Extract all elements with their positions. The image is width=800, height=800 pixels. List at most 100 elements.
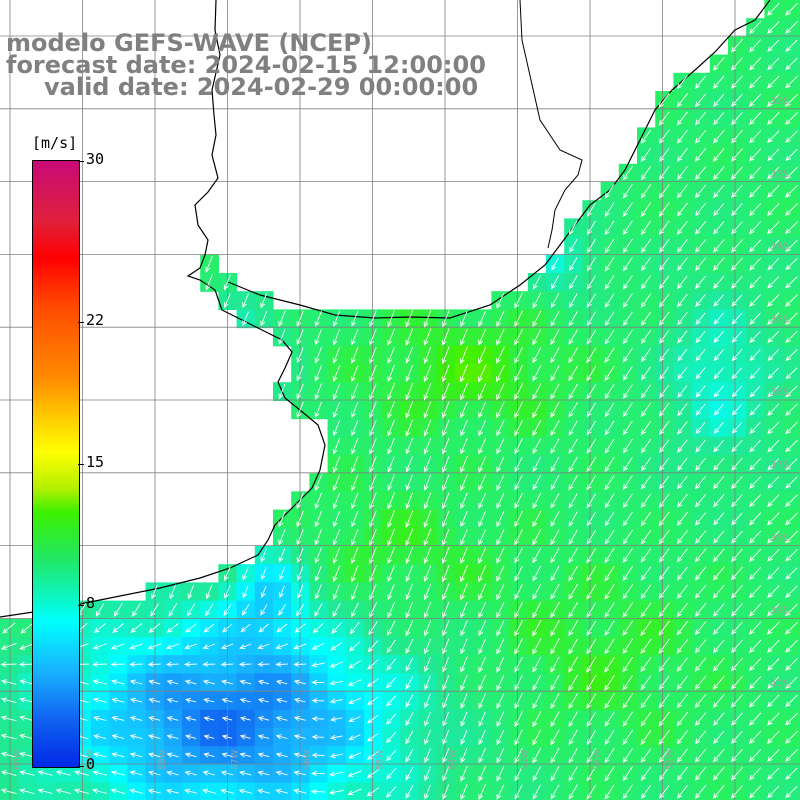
wind-arrow [329,753,343,759]
wind-arrow [148,623,161,634]
wind-arrow [586,365,597,382]
wind-arrow [676,129,688,144]
wind-arrow [278,510,286,528]
wind-arrow [694,566,707,581]
wind-speed-cell [254,782,274,800]
wind-arrow [749,785,762,799]
wind-arrow [275,661,288,667]
wind-arrow [676,239,688,253]
wind-arrow [604,693,615,709]
wind-arrow [220,661,234,667]
wind-arrow [314,347,322,364]
wind-arrow [496,766,505,782]
wind-arrow [405,712,414,727]
wind-arrow [640,202,652,218]
wind-arrow [640,602,652,618]
wind-arrow [165,643,180,650]
wind-arrow [586,474,597,491]
wind-arrow [568,711,578,728]
wind-arrow [514,510,523,528]
wind-arrow [314,565,322,582]
wind-arrow [568,529,578,545]
wind-arrow [129,788,143,794]
wind-arrow [110,661,125,667]
wind-arrow [713,367,724,380]
wind-arrow [749,57,762,71]
wind-arrow [532,401,542,419]
wind-arrow [293,679,306,685]
wind-arrow [168,603,178,617]
wind-arrow [785,367,798,380]
wind-arrow [694,693,707,709]
wind-arrow [423,492,432,510]
wind-arrow [405,565,414,583]
wind-arrow [441,401,450,419]
wind-arrow [293,788,307,794]
wind-arrow [387,310,395,328]
wind-arrow [532,492,542,509]
wind-arrow [311,752,325,758]
wind-arrow [713,275,725,289]
wind-arrow [785,694,798,708]
wind-arrow [184,679,197,685]
wind-arrow [748,712,762,726]
wind-arrow [296,310,304,328]
wind-arrow [386,639,396,654]
wind-arrow [604,547,615,564]
wind-arrow [496,438,505,455]
wind-arrow [367,714,379,724]
wind-arrow [713,494,725,508]
wind-arrow [767,367,779,380]
wind-arrow [532,601,542,619]
wind-arrow [332,528,341,546]
wind-arrow [278,604,286,616]
wind-arrow [550,565,560,582]
wind-arrow [749,639,762,653]
wind-arrow [423,474,432,491]
wind-arrow [713,184,725,199]
wind-arrow [586,583,597,600]
wind-arrow [0,751,17,758]
wind-arrow [478,638,487,655]
wind-arrow [586,275,596,290]
wind-arrow [622,511,633,527]
longitude-label: 53W [521,750,531,770]
wind-arrow [423,565,432,583]
wind-arrow [387,602,396,619]
wind-speed-cell [127,782,147,800]
wind-arrow [731,112,743,126]
wind-arrow [604,475,615,491]
wind-arrow [92,697,107,703]
wind-arrow [785,421,798,435]
wind-arrow [202,770,216,776]
wind-arrow [387,456,395,473]
latitude-label: 35S [770,314,789,325]
wind-arrow [405,528,414,547]
wind-arrow [460,711,468,727]
wind-arrow [767,39,780,52]
wind-arrow [184,697,197,703]
wind-arrow [387,528,395,547]
wind-arrow [496,620,505,637]
wind-arrow [730,584,743,599]
wind-arrow [242,293,249,309]
wind-arrow [676,766,688,781]
wind-arrow [460,638,468,655]
wind-arrow [604,565,615,582]
wind-arrow [640,220,652,236]
wind-arrow [712,239,725,253]
wind-arrow [0,642,17,650]
wind-arrow [713,294,725,307]
wind-arrow [311,698,325,704]
wind-arrow [676,730,688,745]
wind-arrow [460,456,468,473]
wind-arrow [659,257,670,272]
wind-arrow [460,656,468,673]
wind-arrow [442,693,450,709]
wind-arrow [442,437,450,455]
wind-arrow [329,771,344,777]
wind-arrow [677,293,688,308]
wind-arrow [676,93,688,108]
wind-arrow [586,493,597,509]
wind-arrow [731,530,743,544]
